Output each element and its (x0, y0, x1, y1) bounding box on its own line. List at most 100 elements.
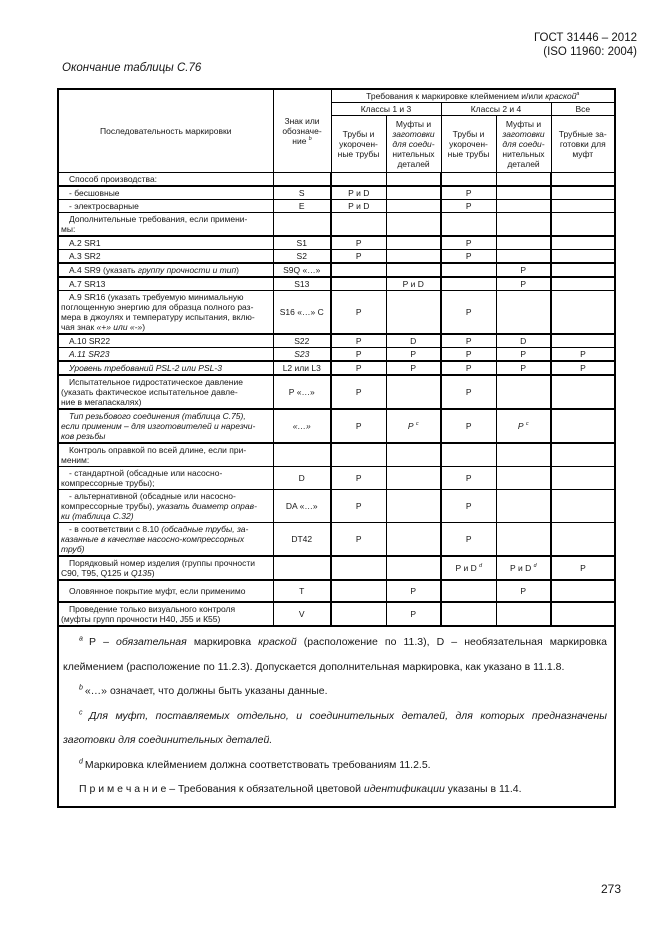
requirement-cell: Р (330, 466, 387, 490)
text-line: укорочен- (334, 139, 384, 149)
row-sign-cell (272, 442, 332, 467)
requirement-cell (495, 185, 552, 200)
text-line: Трубные за- (554, 129, 613, 139)
text-segment: краской (258, 636, 297, 648)
text-segment: S22 (294, 336, 310, 346)
table-caption: Окончание таблицы С.76 (62, 62, 202, 74)
requirement-cell: Р (385, 579, 442, 603)
requirement-cell: Р c (495, 408, 552, 444)
requirement-cell: Р и D (330, 199, 387, 213)
text-segment: S9Q «…» (283, 265, 321, 275)
text-line: - бесшовные (61, 188, 271, 198)
text-segment: S (298, 188, 305, 198)
text-segment: Р (355, 349, 362, 359)
row-sign-cell: S9Q «…» (272, 262, 332, 278)
row-sign-cell: S22 (272, 333, 332, 348)
text-segment: Р (580, 363, 586, 373)
footnote-marker: d (479, 563, 483, 570)
text-line: укорочен- (444, 139, 494, 149)
text-segment: Уровень требований PSL-2 или PSL-3 (69, 363, 222, 373)
requirement-cell: Р (440, 249, 497, 264)
requirement-cell (495, 522, 552, 557)
text-segment: Р (355, 473, 362, 483)
text-segment: D (520, 336, 527, 346)
requirement-cell (550, 333, 616, 348)
text-line: С90, Т95, Q125 и Q135) (61, 568, 271, 578)
text-segment: Р (355, 336, 362, 346)
text-segment: Трубы и (452, 129, 485, 139)
text-segment: для соеди- (392, 139, 435, 149)
requirement-cell (550, 579, 616, 603)
text-segment: поглощенную энергию для образца полного … (61, 302, 254, 312)
text-segment: Муфты и (395, 119, 432, 129)
requirement-cell (385, 249, 442, 264)
requirement-cell: Р (440, 347, 497, 362)
requirement-cell (550, 408, 616, 444)
row-label-cell: А.3 SR2 (57, 249, 274, 264)
requirement-cell: Р (495, 276, 552, 291)
text-line: муфт (554, 149, 613, 159)
requirement-cell (385, 172, 442, 187)
text-segment: - бесшовные (69, 188, 120, 198)
requirement-cell: Р (330, 290, 387, 335)
text-segment: (указать фактическое испытательное давле… (61, 387, 238, 397)
footnote-marker: c (525, 421, 529, 428)
text-segment: Порядковый номер изделия (группы прочнос… (69, 558, 256, 568)
row-sign-cell: S13 (272, 276, 332, 291)
text-segment: Р (520, 586, 527, 596)
requirement-cell: Р (385, 347, 442, 362)
marking-requirements-table: Последовательность маркировки Знак или обо… (57, 88, 617, 808)
requirement-cell: Р (550, 347, 616, 362)
text-segment: меним: (61, 455, 90, 465)
text-line: А.7 SR13 (61, 279, 271, 289)
requirement-cell: Р (330, 235, 387, 250)
requirement-cell (495, 199, 552, 213)
row-label-cell: А.10 SR22 (57, 333, 274, 348)
text-segment: Р (355, 387, 362, 397)
text-segment: заготовки (392, 129, 435, 139)
requirement-cell: Р (330, 360, 387, 376)
requirement-cell (550, 374, 616, 410)
requirement-cell (440, 172, 497, 187)
row-label-cell: Испытательное гидростатическое давление(… (57, 374, 274, 410)
row-sign-cell: S2 (272, 249, 332, 264)
text-segment: Знак или (284, 116, 320, 126)
text-segment: готовки для (559, 139, 606, 149)
row-label-cell: Способ производства: (57, 172, 274, 187)
text-segment: ) (236, 265, 240, 275)
requirement-cell (440, 601, 497, 627)
text-segment: «…» означает, что должны быть указаны да… (84, 685, 328, 697)
row-label-cell: Оловянное покрытие муфт, если применимо (57, 579, 274, 603)
requirement-cell (495, 489, 552, 523)
text-segment: Р (465, 336, 472, 346)
text-segment: Р (355, 501, 362, 511)
table-row: Порядковый номер изделия (группы прочнос… (57, 555, 616, 581)
footnote: d Маркировка клеймением должна соответст… (63, 753, 607, 778)
requirement-cell (495, 466, 552, 490)
text-line: казанные в качестве насосно-компрессорны… (61, 534, 271, 544)
text-segment: Р (465, 349, 472, 359)
requirement-cell: Р (330, 333, 387, 348)
column-header-leaf: Трубные за-готовки для муфт (550, 115, 616, 173)
text-segment: Р (465, 251, 472, 261)
requirement-cell (385, 442, 442, 467)
table-row: - стандартной (обсадные или насосно-комп… (57, 466, 616, 490)
table-row: А.7 SR13 S13 Р и D Р (57, 276, 616, 291)
text-segment: ные трубы (337, 149, 380, 159)
doc-ref-line1: ГОСТ 31446 – 2012 (533, 32, 637, 44)
text-line: (указать фактическое испытательное давле… (61, 387, 271, 397)
requirement-cell: Р и D (385, 276, 442, 291)
table-row: Проведение только визуального контроля (м… (57, 601, 616, 627)
row-sign-cell: S (272, 185, 332, 200)
text-segment: Р и D (348, 188, 370, 198)
text-line: труб) (61, 544, 271, 554)
requirement-cell (550, 212, 616, 237)
requirement-cell (385, 522, 442, 557)
requirement-cell: Р (330, 374, 387, 410)
row-label-cell: Уровень требований PSL-2 или PSL-3 (57, 360, 274, 376)
requirement-cell (330, 212, 387, 237)
text-segment: Р (517, 421, 526, 431)
text-line: А.3 SR2 (61, 251, 271, 261)
text-line: ние в мегапаскалях) (61, 397, 271, 407)
text-line: мы: (61, 224, 271, 234)
